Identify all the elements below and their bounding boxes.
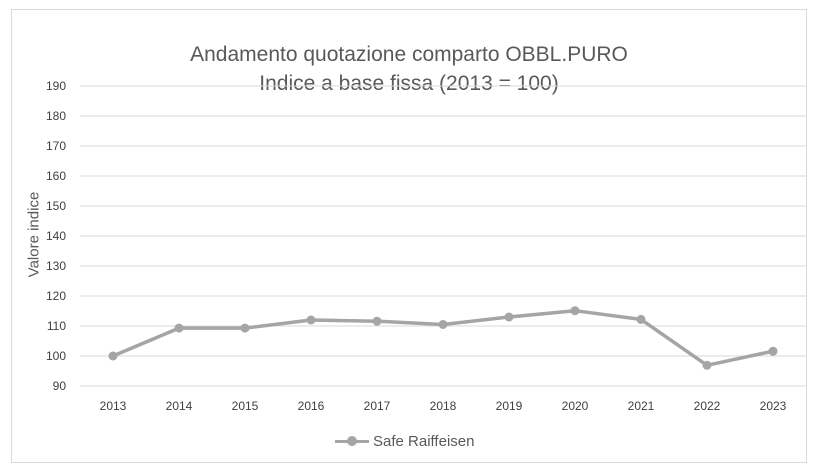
- series-layer: [108, 306, 778, 370]
- x-tick-label: 2021: [628, 399, 655, 413]
- gridlines: [80, 85, 806, 387]
- x-tick-label: 2015: [232, 399, 259, 413]
- data-point: [108, 351, 118, 361]
- data-point: [372, 316, 382, 326]
- data-point: [504, 312, 514, 322]
- y-tick-label: 150: [46, 199, 66, 213]
- data-point: [240, 323, 250, 333]
- data-point: [174, 323, 184, 333]
- data-point: [570, 306, 580, 316]
- x-tick-label: 2023: [760, 399, 787, 413]
- x-tick-label: 2018: [430, 399, 457, 413]
- x-tick-label: 2019: [496, 399, 523, 413]
- y-tick-label: 160: [46, 169, 66, 183]
- data-point: [768, 346, 778, 356]
- x-tick-label: 2017: [364, 399, 391, 413]
- x-tick-label: 2013: [100, 399, 127, 413]
- y-tick-label: 130: [46, 259, 66, 273]
- x-tick-label: 2020: [562, 399, 589, 413]
- x-tick-label: 2016: [298, 399, 325, 413]
- legend: Safe Raiffeisen: [335, 431, 474, 451]
- y-tick-label: 190: [46, 79, 66, 93]
- y-tick-label: 120: [46, 289, 66, 303]
- x-tick-labels: 2013 2014 2015 2016 2017 2018 2019 2020 2021 2022…: [100, 399, 787, 413]
- chart-title: Andamento quotazione comparto OBBL.PURO: [190, 43, 628, 66]
- legend-label: Safe Raiffeisen: [373, 432, 475, 450]
- y-tick-labels: 90 100 110 120 130 140 150 160 170 180 190: [46, 79, 66, 393]
- y-tick-label: 110: [47, 319, 66, 333]
- x-tick-label: 2022: [694, 399, 721, 413]
- x-tick-label: 2014: [166, 399, 193, 413]
- chart-subtitle: Indice a base fissa (2013 = 100): [259, 72, 559, 95]
- data-point: [702, 360, 712, 370]
- y-tick-label: 100: [46, 349, 66, 363]
- y-tick-label: 140: [46, 229, 66, 243]
- data-point: [636, 314, 646, 324]
- data-point: [306, 315, 316, 325]
- y-tick-label: 170: [46, 139, 66, 153]
- legend-line-marker-icon: [335, 435, 369, 447]
- data-point: [438, 320, 448, 329]
- y-tick-label: 180: [46, 109, 66, 123]
- series-line: [112, 308, 774, 368]
- y-tick-label: 90: [53, 379, 67, 393]
